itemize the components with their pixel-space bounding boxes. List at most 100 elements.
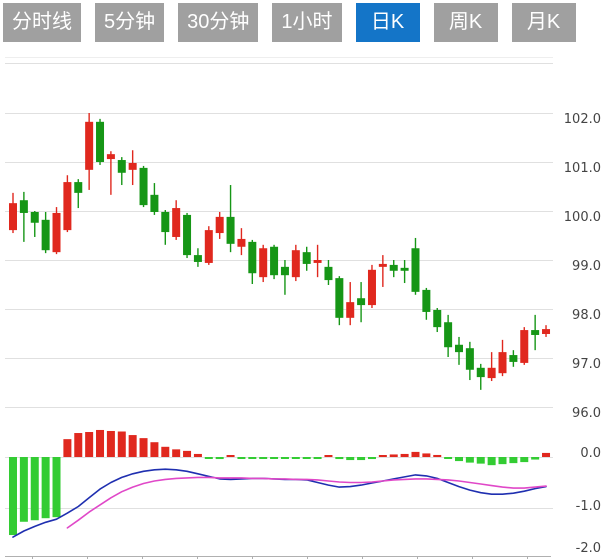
candle-down bbox=[270, 246, 279, 276]
price-axis-label: 101.0 bbox=[564, 161, 601, 176]
macd-bar-down bbox=[215, 457, 224, 460]
macd-bar-down bbox=[52, 457, 61, 518]
candle-down bbox=[248, 241, 257, 274]
macd-bar-down bbox=[520, 457, 529, 463]
macd-bar-up bbox=[422, 453, 431, 457]
candle-up bbox=[128, 162, 137, 170]
macd-bar-down bbox=[259, 457, 268, 459]
candle-up bbox=[346, 302, 355, 318]
price-axis-label: 96.0 bbox=[572, 406, 601, 421]
price-axis-label: 99.0 bbox=[572, 259, 601, 274]
candle-up bbox=[542, 329, 551, 334]
macd-bar-down bbox=[465, 457, 474, 463]
macd-bar-up bbox=[161, 446, 170, 457]
candle-down bbox=[476, 367, 485, 378]
candle-down bbox=[454, 344, 463, 353]
macd-bar-down bbox=[313, 457, 322, 459]
tab-timeshare-line[interactable]: 分时线 bbox=[3, 3, 81, 42]
candle-down bbox=[30, 211, 39, 223]
macd-bar-up bbox=[74, 433, 83, 457]
candle-down bbox=[226, 216, 235, 244]
candle-down bbox=[74, 182, 83, 193]
candle-down bbox=[422, 289, 431, 312]
candle-down bbox=[280, 266, 289, 276]
macd-bar-up bbox=[106, 430, 115, 457]
macd-bar-down bbox=[248, 457, 257, 459]
macd-bar-down bbox=[237, 457, 246, 459]
macd-bar-up bbox=[324, 455, 333, 457]
candle-up bbox=[367, 269, 376, 306]
macd-bar-down bbox=[291, 457, 300, 459]
macd-bar-down bbox=[335, 457, 344, 460]
candle-up bbox=[378, 263, 387, 267]
macd-bar-up bbox=[85, 432, 94, 457]
macd-bar-down bbox=[302, 457, 311, 459]
macd-bar-up bbox=[96, 429, 105, 457]
candle-down bbox=[41, 219, 50, 251]
tab-day-k[interactable]: 日K bbox=[355, 3, 420, 42]
macd-bar-down bbox=[367, 457, 376, 460]
candle-down bbox=[411, 248, 420, 292]
tab-30min[interactable]: 30分钟 bbox=[178, 3, 259, 42]
candle-up bbox=[487, 367, 496, 379]
candle-up bbox=[85, 121, 94, 170]
macd-bar-down bbox=[498, 457, 507, 465]
candle-down bbox=[19, 200, 28, 213]
macd-bar-down bbox=[531, 457, 540, 460]
candle-up bbox=[215, 216, 224, 234]
tab-month-k[interactable]: 月K bbox=[511, 3, 576, 42]
macd-bar-up bbox=[139, 438, 148, 457]
macd-bar-up bbox=[193, 453, 202, 457]
price-axis-label: 102.0 bbox=[564, 112, 601, 127]
timeframe-tab-bar: 分时线 5分钟 30分钟 1小时 日K 周K 月K bbox=[3, 3, 576, 42]
candle-up bbox=[52, 212, 61, 253]
macd-axis-label: -1.0 bbox=[576, 499, 601, 514]
tab-1hour[interactable]: 1小时 bbox=[272, 3, 342, 42]
macd-bar-down bbox=[30, 457, 39, 521]
macd-bar-up bbox=[378, 455, 387, 457]
macd-bar-up bbox=[542, 452, 551, 457]
macd-bar-up bbox=[150, 442, 159, 457]
macd-bar-down bbox=[444, 457, 453, 459]
tab-week-k[interactable]: 周K bbox=[433, 3, 498, 42]
candle-down bbox=[139, 167, 148, 206]
candle-down bbox=[509, 355, 518, 362]
macd-bar-up bbox=[117, 431, 126, 457]
macd-bar-down bbox=[346, 457, 355, 461]
candle-down bbox=[400, 267, 409, 271]
macd-axis-label: -2.0 bbox=[576, 541, 601, 556]
candle-down bbox=[444, 322, 453, 348]
candle-up bbox=[172, 208, 181, 237]
macd-bar-up bbox=[128, 435, 137, 457]
macd-bar-down bbox=[9, 457, 17, 536]
candle-up bbox=[291, 250, 300, 278]
candle-up bbox=[498, 352, 507, 374]
candle-down bbox=[302, 252, 311, 264]
macd-bar-down bbox=[280, 457, 289, 459]
candle-down bbox=[465, 348, 474, 370]
price-axis-label: 98.0 bbox=[572, 308, 601, 323]
macd-bar-down bbox=[204, 457, 213, 459]
candle-up bbox=[204, 230, 213, 263]
candle-up bbox=[259, 248, 268, 278]
candle-down bbox=[117, 160, 126, 173]
macd-bar-up bbox=[400, 453, 409, 457]
macd-bar-down bbox=[454, 457, 463, 462]
candle-down bbox=[96, 121, 105, 162]
candle-up bbox=[520, 330, 529, 363]
macd-bar-down bbox=[476, 457, 485, 464]
tab-5min[interactable]: 5分钟 bbox=[95, 3, 165, 42]
candle-down bbox=[161, 211, 170, 233]
candle-down bbox=[335, 278, 344, 318]
candle-down bbox=[183, 214, 192, 256]
macd-bar-up bbox=[172, 449, 181, 457]
macd-bar-down bbox=[509, 457, 518, 464]
candle-down bbox=[324, 266, 333, 281]
macd-bar-down bbox=[19, 457, 28, 522]
candle-down bbox=[357, 298, 366, 306]
candle-down bbox=[389, 264, 398, 271]
macd-bar-up bbox=[433, 454, 442, 457]
price-axis-label: 97.0 bbox=[572, 357, 601, 372]
